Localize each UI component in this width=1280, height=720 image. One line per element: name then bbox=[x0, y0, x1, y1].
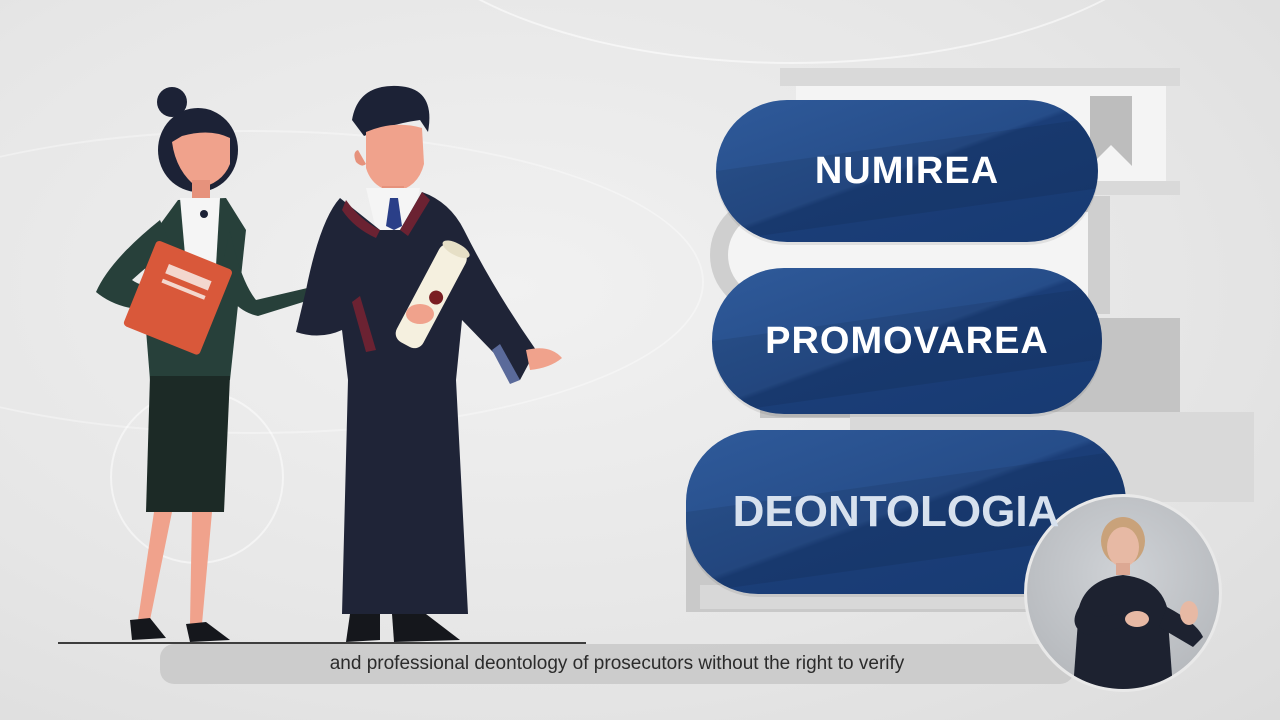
woman-figure bbox=[96, 87, 340, 642]
pill-label: NUMIREA bbox=[814, 149, 1000, 192]
sign-language-interpreter bbox=[1024, 494, 1222, 692]
background-curve bbox=[380, 0, 1204, 64]
pill-label: PROMOVAREA bbox=[765, 319, 1049, 362]
caption-text: and professional deontology of prosecuto… bbox=[329, 653, 905, 674]
pill-label: DEONTOLOGIA bbox=[732, 487, 1060, 536]
prosecutor-figure bbox=[296, 85, 562, 642]
subtitle-caption: and professional deontology of prosecuto… bbox=[160, 644, 1074, 684]
pill-numirea: NUMIREA bbox=[716, 100, 1098, 242]
pill-promovarea: PROMOVAREA bbox=[712, 268, 1102, 414]
interpreter-figure bbox=[1073, 517, 1203, 689]
ground-line bbox=[58, 642, 586, 644]
